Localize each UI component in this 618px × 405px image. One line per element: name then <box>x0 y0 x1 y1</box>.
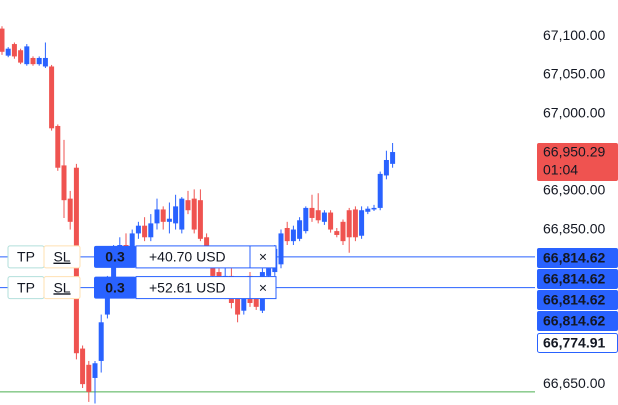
price-label-box <box>537 311 618 331</box>
candle-body <box>266 268 272 276</box>
price-label-box <box>537 290 618 310</box>
candle-body <box>80 348 86 385</box>
candle-body <box>297 220 303 239</box>
candle-body <box>30 57 36 65</box>
candle-body <box>67 198 73 222</box>
candle-body <box>166 218 172 222</box>
candle-body <box>18 50 24 63</box>
y-tick-label: 66,850.00 <box>543 220 605 236</box>
outline-label: 66,774.91 <box>543 335 605 351</box>
sl-button[interactable] <box>43 245 81 269</box>
price-label: 66,814.62 <box>543 250 605 266</box>
candle-body <box>42 57 48 67</box>
candle-body <box>24 46 30 65</box>
price-label: 66,814.62 <box>543 271 605 287</box>
last-price-timer: 01:04 <box>543 162 578 178</box>
candle-body <box>160 209 166 222</box>
candle-body <box>179 198 185 230</box>
candle-body <box>365 208 371 212</box>
candle-body <box>371 207 377 210</box>
candle-body <box>49 66 55 129</box>
candle-body <box>154 209 160 224</box>
candle-body <box>5 48 11 56</box>
candle-body <box>142 225 148 238</box>
price-label-box <box>537 248 618 268</box>
candle-body <box>92 363 98 378</box>
candle-body <box>390 152 396 164</box>
candle-body <box>104 292 110 315</box>
qty-box[interactable] <box>94 245 136 268</box>
candle-body <box>321 212 327 222</box>
candle-body <box>284 228 290 242</box>
pnl-label: +52.61 USD <box>149 279 226 295</box>
candle-body <box>191 198 197 230</box>
candle-body <box>135 225 141 234</box>
pnl-box[interactable] <box>135 245 277 269</box>
price-label: 66,814.62 <box>543 313 605 329</box>
candle-body <box>185 200 191 211</box>
qty-box[interactable] <box>94 276 136 299</box>
qty-label: 0.3 <box>105 249 125 265</box>
last-price-label: 66,950.29 <box>543 144 605 160</box>
close-button[interactable]: × <box>259 249 267 265</box>
candle-body <box>111 252 117 292</box>
candle-body <box>334 231 340 235</box>
candle-body <box>86 364 92 392</box>
y-tick-label: 66,650.00 <box>543 375 605 391</box>
candle-body <box>148 223 154 238</box>
candle-body <box>129 233 135 252</box>
candle-body <box>377 173 383 208</box>
candle-body <box>235 295 241 315</box>
pnl-box[interactable] <box>135 276 277 300</box>
tp-label: TP <box>17 249 35 265</box>
candle-body <box>315 210 321 221</box>
candle-body <box>346 210 352 238</box>
price-label-box <box>537 269 618 289</box>
sl-label: SL <box>53 249 70 265</box>
candle-body <box>383 159 389 176</box>
candle-body <box>352 209 358 238</box>
candle-body <box>173 206 179 224</box>
last-price-box <box>537 143 618 181</box>
price-label: 66,814.62 <box>543 292 605 308</box>
y-tick-label: 67,050.00 <box>543 66 605 82</box>
candle-body <box>303 207 309 232</box>
y-tick-label: 67,000.00 <box>543 104 605 120</box>
sl-button[interactable] <box>43 276 81 300</box>
candle-body <box>55 125 61 168</box>
candle-body <box>359 210 365 236</box>
candle-body <box>98 322 104 361</box>
candle-body <box>0 28 5 52</box>
qty-label: 0.3 <box>105 279 125 295</box>
candle-body <box>36 57 42 65</box>
candle-body <box>61 165 67 201</box>
sl-label: SL <box>53 279 70 295</box>
pnl-label: +40.70 USD <box>149 249 226 265</box>
y-tick-label: 66,900.00 <box>543 182 605 198</box>
candle-body <box>328 212 334 230</box>
tp-label: TP <box>17 279 35 295</box>
candle-body <box>11 44 17 57</box>
candle-body <box>290 229 296 242</box>
y-tick-label: 67,100.00 <box>543 27 605 43</box>
candle-body <box>278 233 284 265</box>
candle-body <box>309 207 315 218</box>
candle-body <box>340 221 346 242</box>
close-button[interactable]: × <box>259 279 267 295</box>
candle-body <box>197 200 203 239</box>
